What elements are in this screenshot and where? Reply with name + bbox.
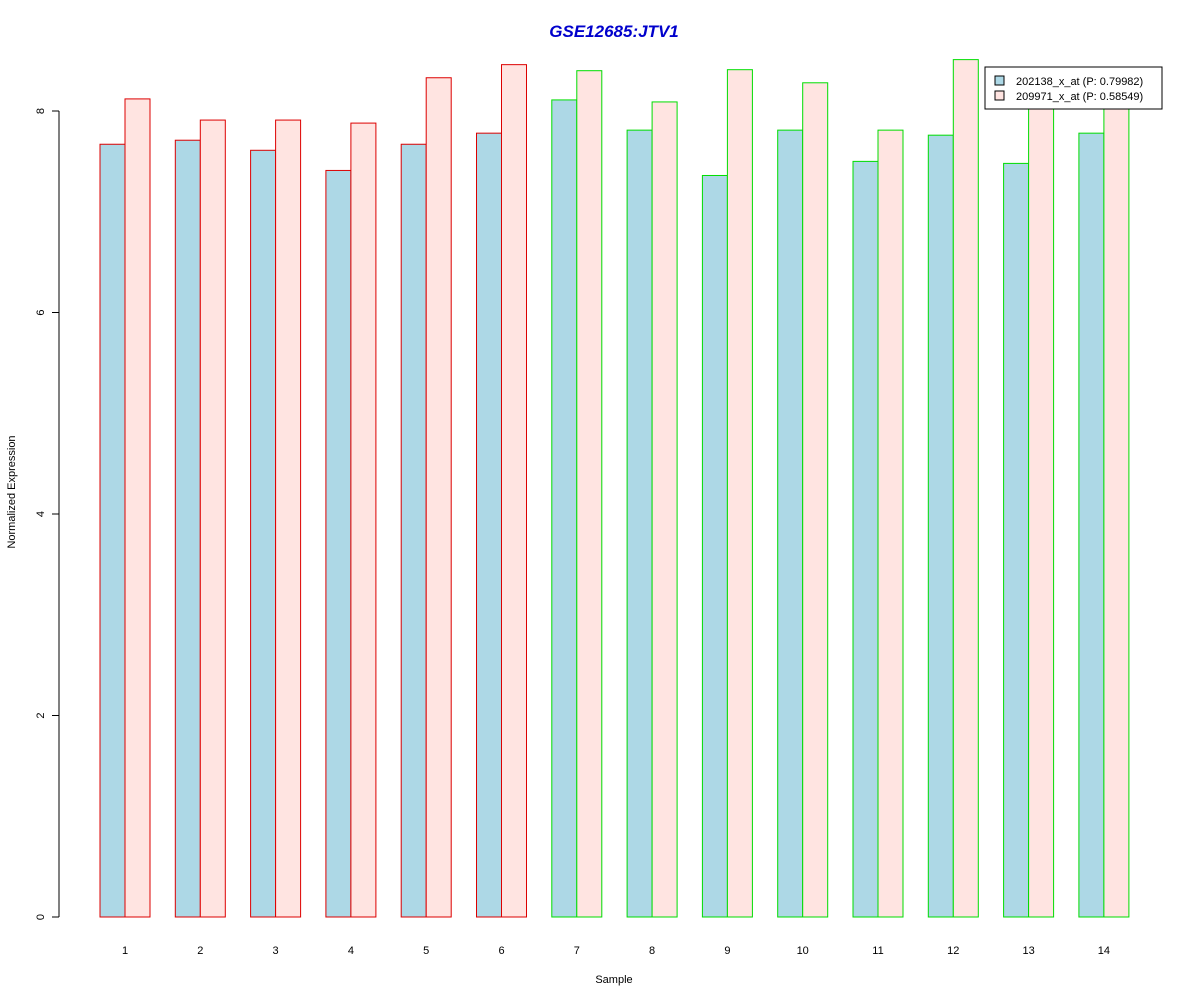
bar-sample-5-series-2 (425, 77, 452, 918)
legend-swatch-series-2 (994, 90, 1005, 101)
y-tick-label-6: 6 (35, 309, 47, 315)
bar-sample-5-series-1 (400, 143, 427, 918)
bar-sample-3-series-1 (250, 149, 277, 918)
legend-label-series-2: 209971_x_at (P: 0.58549) (1016, 91, 1143, 103)
x-tick-label-12: 12 (947, 945, 959, 957)
bar-sample-14-series-2 (1103, 100, 1130, 918)
bar-sample-9-series-2 (726, 69, 753, 918)
legend: 202138_x_at (P: 0.79982) 209971_x_at (P:… (984, 66, 1163, 110)
bar-sample-11-series-2 (877, 129, 904, 918)
x-tick-label-2: 2 (197, 945, 203, 957)
y-tick-label-0: 0 (35, 914, 47, 920)
bars-group (99, 59, 1130, 918)
chart-title: GSE12685:JTV1 (549, 22, 678, 41)
y-tick-label-8: 8 (35, 108, 47, 114)
bar-sample-8-series-2 (651, 101, 678, 918)
x-tick-label-6: 6 (498, 945, 504, 957)
legend-box (984, 66, 1163, 110)
bar-sample-11-series-1 (852, 160, 879, 918)
x-tick-label-10: 10 (797, 945, 809, 957)
bar-sample-4-series-1 (325, 169, 352, 918)
bar-sample-2-series-2 (199, 119, 226, 918)
bar-sample-1-series-1 (99, 143, 126, 918)
legend-swatch-series-1 (994, 75, 1005, 86)
bar-sample-12-series-2 (952, 59, 979, 918)
bar-sample-6-series-1 (476, 132, 502, 918)
x-axis-label: Sample (595, 974, 632, 986)
bar-sample-10-series-2 (802, 82, 829, 918)
bar-sample-4-series-2 (350, 122, 377, 918)
bar-sample-6-series-2 (501, 64, 527, 918)
x-tick-label-1: 1 (122, 945, 128, 957)
bar-sample-13-series-2 (1028, 100, 1055, 918)
bar-sample-7-series-2 (576, 70, 603, 918)
bar-sample-9-series-1 (701, 174, 728, 918)
bar-sample-2-series-1 (174, 139, 201, 918)
bar-sample-10-series-1 (777, 129, 804, 918)
legend-label-series-1: 202138_x_at (P: 0.79982) (1016, 76, 1143, 88)
x-tick-label-5: 5 (423, 945, 429, 957)
y-tick-label-4: 4 (35, 511, 47, 517)
x-tick-label-13: 13 (1022, 945, 1034, 957)
x-axis-tick-labels: 1 2 3 4 5 6 7 8 9 10 11 12 13 14 (122, 945, 1110, 957)
x-tick-label-9: 9 (724, 945, 730, 957)
bar-sample-13-series-1 (1003, 162, 1030, 918)
y-tick-label-2: 2 (35, 712, 47, 718)
x-tick-label-8: 8 (649, 945, 655, 957)
y-axis-label: Normalized Expression (6, 435, 18, 548)
bar-sample-14-series-1 (1078, 132, 1105, 918)
bar-sample-3-series-2 (275, 119, 302, 918)
x-tick-label-14: 14 (1098, 945, 1110, 957)
x-tick-label-4: 4 (348, 945, 354, 957)
bar-sample-1-series-2 (124, 98, 151, 918)
bar-sample-12-series-1 (927, 134, 954, 918)
bar-sample-7-series-1 (551, 99, 578, 918)
x-tick-label-7: 7 (574, 945, 580, 957)
x-tick-label-11: 11 (872, 945, 883, 957)
bar-sample-8-series-1 (626, 129, 653, 918)
y-axis-ticks: 0 2 4 6 8 (35, 108, 59, 920)
x-tick-label-3: 3 (273, 945, 279, 957)
